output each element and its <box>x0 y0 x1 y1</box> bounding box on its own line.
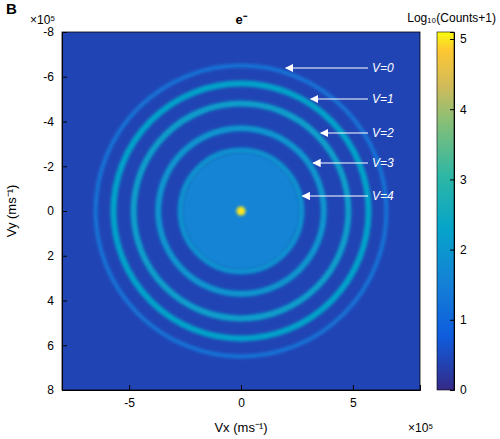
tick-mark <box>62 166 67 167</box>
tick-mark <box>62 256 67 257</box>
annotation-arrow <box>286 67 368 68</box>
tick: 1 <box>450 313 467 327</box>
tick-mark <box>353 385 354 390</box>
tick: -8 <box>43 25 67 39</box>
annotation-arrow <box>313 162 368 163</box>
tick-label: 5 <box>350 396 357 410</box>
tick-mark <box>62 390 67 391</box>
tick: 2 <box>450 243 467 257</box>
ring <box>96 66 387 357</box>
annotation: V=3 <box>372 156 394 170</box>
tick-label: 2 <box>460 243 467 257</box>
panel-label: B <box>6 0 17 17</box>
tick-label: 2 <box>47 249 54 263</box>
tick-mark <box>62 211 67 212</box>
background <box>62 32 420 390</box>
tick-mark <box>450 109 454 110</box>
tick-label: -2 <box>43 160 54 174</box>
tick-label: -4 <box>43 115 54 129</box>
axis-line <box>63 33 68 391</box>
tick-label: 0 <box>47 204 54 218</box>
tick-label: 0 <box>238 396 245 410</box>
plot-frame <box>62 32 420 390</box>
annotation: V=4 <box>372 189 394 203</box>
annotation: V=1 <box>372 92 394 106</box>
tick: 0 <box>238 385 245 410</box>
y-axis-title: Vy (ms⁻¹) <box>4 185 19 238</box>
tick: 0 <box>47 204 67 218</box>
tick: -6 <box>43 70 67 84</box>
annotation: V=0 <box>372 61 394 75</box>
title: e⁻ <box>235 12 247 27</box>
tick: 4 <box>47 294 67 308</box>
x-axis-title: Vx (ms⁻¹) <box>214 420 267 435</box>
tick-mark <box>62 345 67 346</box>
xticks-axis: -5 0 5 <box>63 385 421 410</box>
plot-area <box>62 32 420 390</box>
annotation-arrow <box>321 132 368 133</box>
tick-mark <box>62 122 67 123</box>
tick-label: -8 <box>43 25 54 39</box>
axis-line <box>450 33 455 391</box>
colorbar <box>437 32 454 390</box>
tick-label: 4 <box>460 103 467 117</box>
tick: 2 <box>47 249 67 263</box>
yticks-axis: -8 -6 -4 -2 0 2 4 6 8 <box>43 25 67 397</box>
tick-mark <box>450 179 454 180</box>
tick-label: -5 <box>124 396 135 410</box>
tick-label: 0 <box>460 383 467 397</box>
y-multiplier: ×10⁵ <box>30 13 55 27</box>
tick: 4 <box>450 103 467 117</box>
annotation: V=2 <box>372 126 394 140</box>
tick-mark <box>62 301 67 302</box>
tick-label: 8 <box>47 383 54 397</box>
tick-label: 1 <box>460 313 467 327</box>
center-spot <box>237 207 246 216</box>
chart: -5 0 5 -8 -6 -4 -2 0 2 4 6 8 Be⁻ Vx (ms⁻¹) Vy (ms⁻¹) ×1… <box>0 0 500 439</box>
tick: 6 <box>47 339 67 353</box>
tick-mark <box>450 250 454 251</box>
tick-mark <box>241 385 242 390</box>
tick: -2 <box>43 160 67 174</box>
tick-mark <box>450 39 454 40</box>
tick-label: 3 <box>460 173 467 187</box>
tick: 0 <box>450 383 467 397</box>
x-multiplier: ×10⁵ <box>408 421 433 435</box>
tick-mark <box>450 390 454 391</box>
axis-line <box>63 385 421 391</box>
tick-mark <box>62 77 67 78</box>
colorbar-axis: 0 1 2 3 4 5 <box>450 32 467 397</box>
ring <box>113 83 368 338</box>
tick: 3 <box>450 173 467 187</box>
tick: -4 <box>43 115 67 129</box>
annotation-arrow <box>302 195 368 196</box>
tick-mark <box>62 32 67 33</box>
ring <box>134 104 349 319</box>
tick-mark <box>450 320 454 321</box>
ring <box>181 151 302 272</box>
tick-label: 4 <box>47 294 54 308</box>
tick-label: 6 <box>47 339 54 353</box>
annotation-arrow <box>311 98 368 99</box>
tick: 5 <box>450 32 467 46</box>
tick: -5 <box>124 385 135 410</box>
ring <box>158 128 324 294</box>
tick-label: 5 <box>460 32 467 46</box>
tick-mark <box>129 385 130 390</box>
tick-label: -6 <box>43 70 54 84</box>
tick: 8 <box>47 383 67 397</box>
colorbar-title: Log₁₀(Counts+1) <box>407 11 496 25</box>
tick: 5 <box>350 385 357 410</box>
